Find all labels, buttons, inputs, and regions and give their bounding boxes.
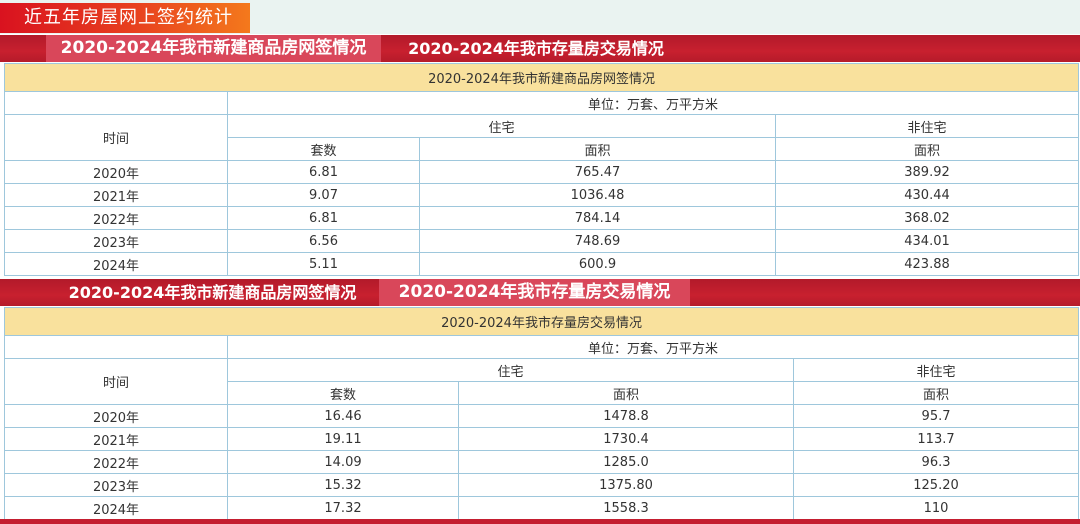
- cell-area: 748.69: [419, 229, 776, 253]
- cell-year: 2024年: [4, 252, 228, 276]
- table-row: 2022年 14.09 1285.0 96.3: [4, 450, 1080, 474]
- cell-area: 784.14: [419, 206, 776, 230]
- cell-area: 765.47: [419, 160, 776, 184]
- header-residential: 住宅: [227, 358, 794, 382]
- cell-count: 6.81: [227, 206, 420, 230]
- table-row: 2020年 6.81 765.47 389.92: [4, 160, 1080, 184]
- cell-nonres-area: 113.7: [792, 427, 1080, 451]
- cell-year: 2020年: [4, 160, 228, 184]
- table-row: 2023年 15.32 1375.80 125.20: [4, 473, 1080, 497]
- cell-nonres-area: 430.44: [774, 183, 1080, 207]
- cell-count: 5.11: [227, 252, 420, 276]
- cell-count: 6.56: [227, 229, 420, 253]
- bottom-border: [0, 519, 1080, 524]
- table-row: 2021年 19.11 1730.4 113.7: [4, 427, 1080, 451]
- cell-year: 2022年: [4, 450, 228, 474]
- page-title: 近五年房屋网上签约统计: [0, 3, 250, 33]
- table-row: 2023年 6.56 748.69 434.01: [4, 229, 1080, 253]
- table-row: 2020年 16.46 1478.8 95.7: [4, 404, 1080, 428]
- cell-count: 16.46: [227, 404, 459, 428]
- empty-cell: [4, 91, 228, 115]
- cell-area: 600.9: [419, 252, 776, 276]
- cell-year: 2020年: [4, 404, 228, 428]
- cell-year: 2021年: [4, 183, 228, 207]
- tab-existing-housing[interactable]: 2020-2024年我市存量房交易情况: [408, 39, 664, 58]
- cell-area: 1730.4: [458, 427, 794, 451]
- cell-count: 15.32: [227, 473, 459, 497]
- header-area: 面积: [458, 381, 794, 405]
- tab-new-housing[interactable]: 2020-2024年我市新建商品房网签情况: [68, 283, 357, 302]
- cell-area: 1375.80: [458, 473, 794, 497]
- table-row: 2021年 9.07 1036.48 430.44: [4, 183, 1080, 207]
- table-caption: 2020-2024年我市新建商品房网签情况: [3, 63, 1080, 92]
- header-nonresidential: 非住宅: [774, 114, 1080, 138]
- tab-new-housing[interactable]: 2020-2024年我市新建商品房网签情况: [46, 35, 381, 62]
- header-count: 套数: [227, 381, 459, 405]
- cell-nonres-area: 434.01: [774, 229, 1080, 253]
- cell-year: 2021年: [4, 427, 228, 451]
- table-row: 2024年 17.32 1558.3 110: [4, 496, 1080, 520]
- cell-year: 2023年: [4, 473, 228, 497]
- cell-area: 1285.0: [458, 450, 794, 474]
- cell-nonres-area: 96.3: [792, 450, 1080, 474]
- tab-bar-existing-housing: 2020-2024年我市新建商品房网签情况 2020-2024年我市存量房交易情…: [0, 279, 1080, 306]
- header-nonres-area: 面积: [774, 137, 1080, 161]
- cell-nonres-area: 125.20: [792, 473, 1080, 497]
- header-time: 时间: [4, 114, 228, 161]
- cell-count: 6.81: [227, 160, 420, 184]
- header-residential: 住宅: [227, 114, 776, 138]
- header-area: 面积: [419, 137, 776, 161]
- existing-housing-table: 2020-2024年我市存量房交易情况 单位：万套、万平方米 时间 住宅 非住宅…: [3, 307, 1080, 520]
- cell-count: 17.32: [227, 496, 459, 520]
- header-count: 套数: [227, 137, 420, 161]
- cell-year: 2022年: [4, 206, 228, 230]
- header-nonres-area: 面积: [792, 381, 1080, 405]
- header-nonresidential: 非住宅: [792, 358, 1080, 382]
- empty-cell: [4, 335, 228, 359]
- cell-year: 2024年: [4, 496, 228, 520]
- cell-nonres-area: 110: [792, 496, 1080, 520]
- cell-area: 1036.48: [419, 183, 776, 207]
- cell-count: 19.11: [227, 427, 459, 451]
- tab-existing-housing[interactable]: 2020-2024年我市存量房交易情况: [379, 279, 690, 306]
- cell-nonres-area: 368.02: [774, 206, 1080, 230]
- cell-nonres-area: 95.7: [792, 404, 1080, 428]
- cell-area: 1478.8: [458, 404, 794, 428]
- table-row: 2024年 5.11 600.9 423.88: [4, 252, 1080, 276]
- cell-nonres-area: 423.88: [774, 252, 1080, 276]
- header-time: 时间: [4, 358, 228, 405]
- unit-label: 单位：万套、万平方米: [226, 91, 1080, 115]
- cell-count: 14.09: [227, 450, 459, 474]
- cell-area: 1558.3: [458, 496, 794, 520]
- table-row: 2022年 6.81 784.14 368.02: [4, 206, 1080, 230]
- cell-year: 2023年: [4, 229, 228, 253]
- unit-label: 单位：万套、万平方米: [226, 335, 1080, 359]
- table-caption: 2020-2024年我市存量房交易情况: [3, 307, 1080, 336]
- cell-nonres-area: 389.92: [774, 160, 1080, 184]
- cell-count: 9.07: [227, 183, 420, 207]
- tab-bar-new-housing: 2020-2024年我市新建商品房网签情况 2020-2024年我市存量房交易情…: [0, 35, 1080, 62]
- new-housing-table: 2020-2024年我市新建商品房网签情况 单位：万套、万平方米 时间 住宅 非…: [3, 63, 1080, 276]
